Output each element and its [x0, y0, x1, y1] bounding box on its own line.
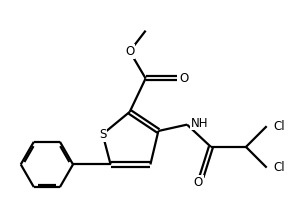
Text: O: O: [180, 72, 189, 85]
Text: NH: NH: [191, 116, 208, 130]
Text: S: S: [99, 128, 106, 141]
Text: O: O: [125, 45, 134, 58]
Text: Cl: Cl: [274, 120, 285, 133]
Text: Cl: Cl: [274, 161, 285, 174]
Text: O: O: [194, 176, 203, 189]
